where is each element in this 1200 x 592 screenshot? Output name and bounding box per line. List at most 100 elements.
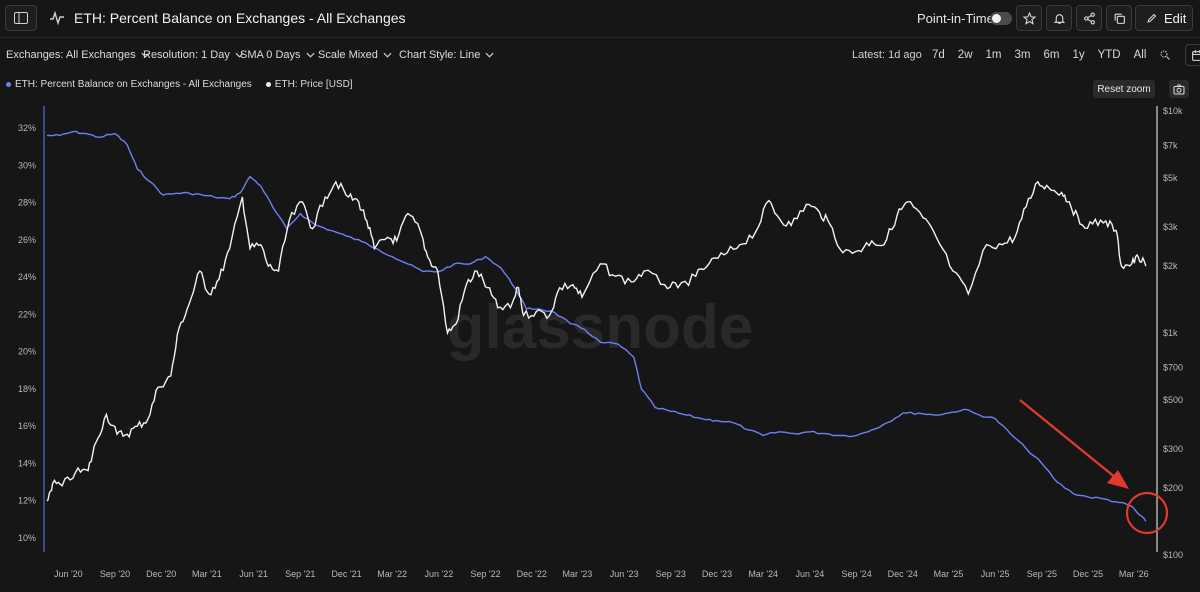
- trend-arrow-annotation: [1019, 399, 1129, 489]
- x-axis-tick-label: Sep '21: [285, 569, 315, 579]
- x-axis-tick-label: Sep '22: [470, 569, 500, 579]
- reset-zoom-button[interactable]: Reset zoom: [1093, 80, 1155, 98]
- sma-label: SMA 0 Days: [240, 49, 301, 61]
- range-all[interactable]: All: [1133, 49, 1147, 61]
- x-axis-tick-label: Jun '23: [610, 569, 639, 579]
- legend-item-price[interactable]: ETH: Price [USD]: [265, 79, 353, 90]
- legend-dot-balance: [6, 82, 11, 87]
- x-axis-tick-label: Dec '24: [888, 569, 918, 579]
- x-axis-tick-label: Jun '20: [54, 569, 83, 579]
- range-6m[interactable]: 6m: [1043, 49, 1060, 61]
- range-3m[interactable]: 3m: [1014, 49, 1031, 61]
- x-axis-ticks: Jun '20 Sep '20 Dec '20 Mar '21 Jun '21 Sep '…: [54, 569, 1149, 579]
- share-button[interactable]: [1076, 5, 1102, 31]
- left-axis-tick-label: 28%: [18, 198, 36, 208]
- x-axis-tick-label: Mar '24: [748, 569, 778, 579]
- series-balance-line: [46, 130, 1147, 522]
- x-axis-tick-label: Sep '25: [1027, 569, 1057, 579]
- date-range-button[interactable]: [1185, 44, 1200, 66]
- point-in-time-toggle[interactable]: [990, 12, 1012, 25]
- left-axis-tick-label: 32%: [18, 123, 36, 133]
- scale-label: Scale Mixed: [318, 49, 378, 61]
- x-axis-tick-label: Jun '25: [981, 569, 1010, 579]
- chevron-down-icon: [383, 52, 392, 58]
- x-axis-tick-label: Mar '26: [1119, 569, 1149, 579]
- range-1y[interactable]: 1y: [1072, 49, 1085, 61]
- left-axis-tick-label: 10%: [18, 533, 36, 543]
- pulse-icon: [50, 10, 64, 26]
- x-axis-tick-label: Mar '21: [192, 569, 222, 579]
- x-axis-tick-label: Dec '20: [146, 569, 176, 579]
- legend-dot-price: [265, 82, 271, 87]
- right-axis-tick-label: $700: [1163, 362, 1183, 372]
- x-axis-tick-label: Jun '21: [239, 569, 268, 579]
- resolution-label: Resolution: 1 Day: [143, 49, 230, 61]
- bell-icon: [1053, 13, 1065, 24]
- toggle-knob: [992, 14, 1001, 23]
- chart-style-dropdown[interactable]: Chart Style: Line: [399, 49, 494, 61]
- copy-icon: [1114, 13, 1125, 24]
- screenshot-button[interactable]: [1169, 80, 1189, 98]
- x-axis-tick-label: Dec '23: [702, 569, 732, 579]
- legend-item-balance[interactable]: ETH: Percent Balance on Exchanges - All …: [6, 79, 252, 90]
- range-2w[interactable]: 2w: [957, 49, 973, 61]
- edit-button[interactable]: Edit: [1135, 5, 1193, 31]
- right-axis-tick-label: $300: [1163, 444, 1183, 454]
- x-axis-tick-label: Sep '20: [100, 569, 130, 579]
- search-zoom-icon: [1160, 50, 1171, 60]
- sidebar-toggle-button[interactable]: [5, 5, 37, 31]
- exchanges-dropdown[interactable]: Exchanges: All Exchanges: [6, 49, 150, 61]
- series-price-line: [46, 180, 1147, 502]
- chevron-down-icon: [235, 52, 244, 58]
- left-axis-ticks: 32% 30% 28% 26% 24% 22% 20% 18% 16% 14% 12% 10%: [18, 123, 36, 543]
- left-axis-tick-label: 20%: [18, 347, 36, 357]
- chart-style-label: Chart Style: Line: [399, 49, 481, 61]
- exchanges-label: Exchanges: All Exchanges: [6, 49, 136, 61]
- x-axis-tick-label: Sep '24: [841, 569, 871, 579]
- highlight-circle-annotation: [1125, 491, 1169, 535]
- left-axis-tick-label: 14%: [18, 458, 36, 468]
- page-title: ETH: Percent Balance on Exchanges - All …: [74, 10, 406, 26]
- range-selector: 7d 2w 1m 3m 6m 1y YTD All: [927, 44, 1200, 66]
- alert-button[interactable]: [1046, 5, 1072, 31]
- pencil-icon: [1147, 13, 1157, 23]
- x-axis-tick-label: Dec '25: [1073, 569, 1103, 579]
- chevron-down-icon: [485, 52, 494, 58]
- left-axis-tick-label: 12%: [18, 496, 36, 506]
- right-axis-tick-label: $5k: [1163, 173, 1178, 183]
- calendar-icon: [1191, 49, 1200, 61]
- x-axis-tick-label: Sep '23: [656, 569, 686, 579]
- favorite-button[interactable]: [1016, 5, 1042, 31]
- right-axis-tick-label: $100: [1163, 550, 1183, 560]
- right-axis-tick-label: $2k: [1163, 261, 1178, 271]
- right-axis-tick-label: $200: [1163, 483, 1183, 493]
- left-axis-tick-label: 24%: [18, 272, 36, 282]
- x-axis-tick-label: Jun '22: [424, 569, 453, 579]
- camera-icon: [1173, 84, 1185, 94]
- scale-dropdown[interactable]: Scale Mixed: [318, 49, 392, 61]
- x-axis-tick-label: Mar '22: [377, 569, 407, 579]
- left-axis-tick-label: 18%: [18, 384, 36, 394]
- sma-dropdown[interactable]: SMA 0 Days: [240, 49, 315, 61]
- legend-label-balance: ETH: Percent Balance on Exchanges - All …: [15, 79, 252, 90]
- x-axis-tick-label: Jun '24: [796, 569, 825, 579]
- x-axis-tick-label: Mar '23: [563, 569, 593, 579]
- right-axis-tick-label: $10k: [1163, 106, 1183, 116]
- left-axis-tick-label: 26%: [18, 235, 36, 245]
- copy-button[interactable]: [1106, 5, 1132, 31]
- point-in-time-label: Point-in-Time: [917, 11, 994, 26]
- range-ytd[interactable]: YTD: [1097, 49, 1121, 61]
- star-icon: [1022, 11, 1036, 25]
- range-7d[interactable]: 7d: [932, 49, 945, 61]
- right-axis-tick-label: $3k: [1163, 222, 1178, 232]
- range-1m[interactable]: 1m: [985, 49, 1002, 61]
- zoom-select-button[interactable]: [1154, 44, 1176, 66]
- edit-label: Edit: [1164, 10, 1187, 26]
- x-axis-tick-label: Dec '22: [517, 569, 547, 579]
- resolution-dropdown[interactable]: Resolution: 1 Day: [143, 49, 244, 61]
- chart-legend: ETH: Percent Balance on Exchanges - All …: [6, 79, 353, 90]
- x-axis-tick-label: Dec '21: [331, 569, 361, 579]
- chart-area[interactable]: glassnode 32% 30% 28% 26% 24% 22% 20% 18% 16% 14%…: [0, 100, 1200, 592]
- share-icon: [1083, 12, 1095, 24]
- sidebar-toggle-icon: [14, 12, 28, 24]
